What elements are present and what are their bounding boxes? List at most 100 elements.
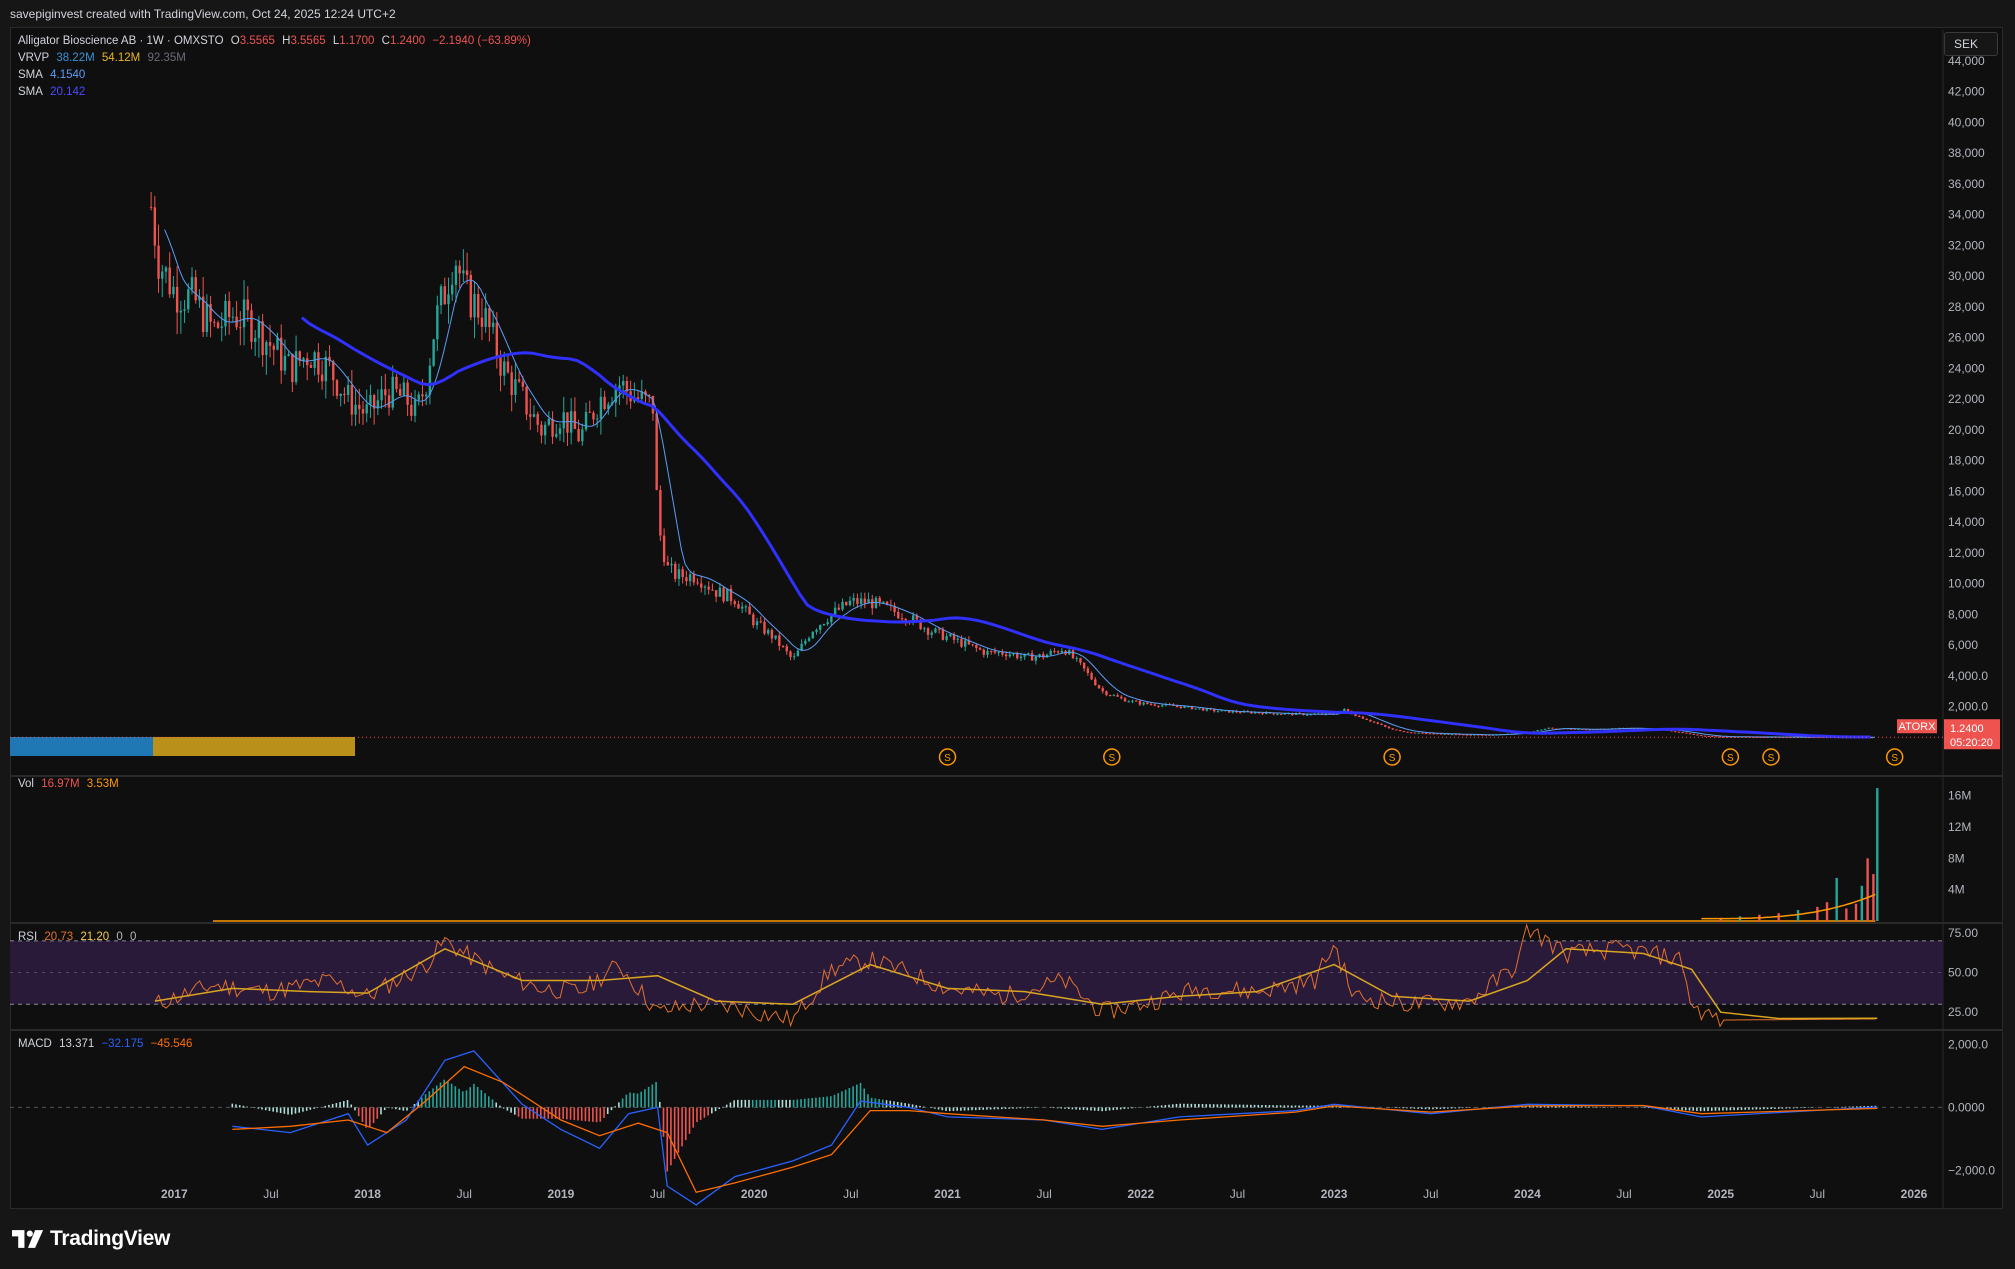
price-tick-label: 20,000	[1948, 423, 1985, 437]
time-tick-label: Jul	[650, 1187, 665, 1201]
price-tag-value: 1.2400	[1950, 723, 1984, 735]
volume-label: Vol	[18, 778, 34, 790]
candle-body	[220, 326, 223, 328]
footer-bar	[0, 1212, 2015, 1269]
candle-body	[283, 355, 287, 371]
candle-body	[1127, 701, 1130, 703]
chart-canvas[interactable]: S S S S S S 44,000 42,000 40,000 38,000 36,000 34,…	[0, 0, 2015, 1212]
candle-body	[755, 621, 759, 626]
price-tag	[1944, 719, 2000, 750]
candle-body	[796, 650, 800, 657]
sma-slow-line	[300, 316, 1871, 739]
candle-body	[514, 379, 517, 395]
price-tag-countdown: 05:20:20	[1950, 737, 1993, 749]
close-label: C	[381, 35, 390, 47]
candle-body	[599, 396, 603, 419]
candle-body	[714, 590, 718, 597]
price-tick-label: 36,000	[1948, 177, 1985, 191]
candle-body	[1410, 732, 1413, 734]
tradingview-logo[interactable]: TradingView	[12, 1227, 170, 1251]
candle-body	[1253, 712, 1257, 714]
candle-body	[317, 352, 320, 375]
candle-body	[815, 629, 818, 632]
candle-body	[465, 270, 469, 276]
candle-body	[1387, 726, 1391, 729]
candle-body	[1462, 734, 1465, 736]
candle-body	[1231, 711, 1235, 713]
price-tick-label: 4,000.0	[1948, 669, 1988, 683]
rsi-legend[interactable]: RSI 20.73 21.20 0 0	[18, 931, 140, 943]
candle-body	[1116, 695, 1119, 697]
volume-bar	[1860, 885, 1864, 921]
chart-credit: savepiginvest created with TradingView.c…	[10, 7, 396, 21]
volume-tick-label: 8M	[1948, 851, 1965, 865]
candle-body	[1198, 708, 1201, 710]
price-tick-label: 28,000	[1948, 300, 1985, 314]
candle-body	[209, 304, 212, 322]
candle-body	[1190, 706, 1194, 710]
sma-fast-legend[interactable]: SMA 4.1540	[18, 69, 89, 81]
candle-body	[648, 394, 651, 396]
candle-body	[982, 649, 985, 655]
sma-slow-legend[interactable]: SMA 20.142	[18, 86, 89, 98]
candle-body	[1019, 656, 1023, 659]
volume-bar	[1845, 908, 1848, 921]
change-value: −2.1940 (−63.89%)	[432, 35, 531, 47]
volume-legend[interactable]: Vol 16.97M 3.53M	[18, 778, 123, 790]
candle-body	[551, 418, 554, 437]
currency-button[interactable]: SEK	[1944, 32, 1998, 56]
candle-body	[1439, 733, 1443, 735]
candle-body	[1384, 724, 1387, 727]
vrvp-bar-up	[10, 737, 153, 756]
candle-body	[1179, 706, 1183, 708]
candle-body	[789, 651, 792, 658]
vrvp-legend[interactable]: VRVP 38.22M 54.12M 92.35M	[18, 52, 190, 64]
price-tick-label: 16,000	[1948, 484, 1985, 498]
candle-body	[1700, 735, 1703, 737]
candle-body	[380, 389, 383, 401]
chart-frame[interactable]	[10, 27, 2003, 1209]
candle-body	[1818, 737, 1822, 739]
candle-body	[852, 598, 855, 601]
low-label: L	[332, 35, 340, 47]
candle-body	[506, 361, 510, 373]
candle-body	[1703, 735, 1707, 737]
rsi-tick-label: 25.00	[1948, 1005, 1978, 1019]
candle-body	[804, 640, 807, 644]
candle-body	[1796, 737, 1800, 739]
candle-body	[398, 389, 402, 396]
sma-slow-label: SMA	[18, 86, 43, 98]
candle-body	[1365, 718, 1368, 721]
price-tick-label: 12,000	[1948, 546, 1985, 560]
volume-ma-line	[1701, 893, 1876, 920]
candle-body	[997, 652, 1000, 654]
time-tick-label: Jul	[1230, 1187, 1245, 1201]
candle-body	[856, 598, 859, 604]
macd-legend[interactable]: MACD 13.371 −32.175 −45.546	[18, 1038, 196, 1050]
candle-body	[291, 354, 294, 383]
candle-body	[261, 321, 264, 356]
candle-body	[484, 308, 487, 327]
candle-body	[688, 574, 692, 582]
candle-body	[540, 424, 543, 436]
candle-body	[153, 207, 157, 246]
candle-body	[473, 293, 476, 318]
candle-body	[1012, 653, 1015, 655]
candle-body	[536, 414, 539, 425]
candle-body	[1692, 733, 1695, 735]
candle-body	[1688, 733, 1692, 735]
candle-body	[477, 293, 480, 318]
candle-body	[614, 389, 617, 403]
candle-body	[562, 412, 565, 429]
candle-body	[577, 428, 580, 442]
candle-body	[1094, 679, 1097, 686]
candle-body	[1473, 734, 1476, 736]
candle-body	[354, 404, 357, 415]
candle-body	[525, 386, 528, 415]
candle-body	[324, 356, 328, 382]
candle-body	[666, 562, 670, 566]
price-tick-label: 14,000	[1948, 515, 1985, 529]
time-tick-label: 2019	[548, 1187, 575, 1201]
sma-fast-line	[164, 229, 1875, 738]
candle-body	[1213, 709, 1216, 712]
